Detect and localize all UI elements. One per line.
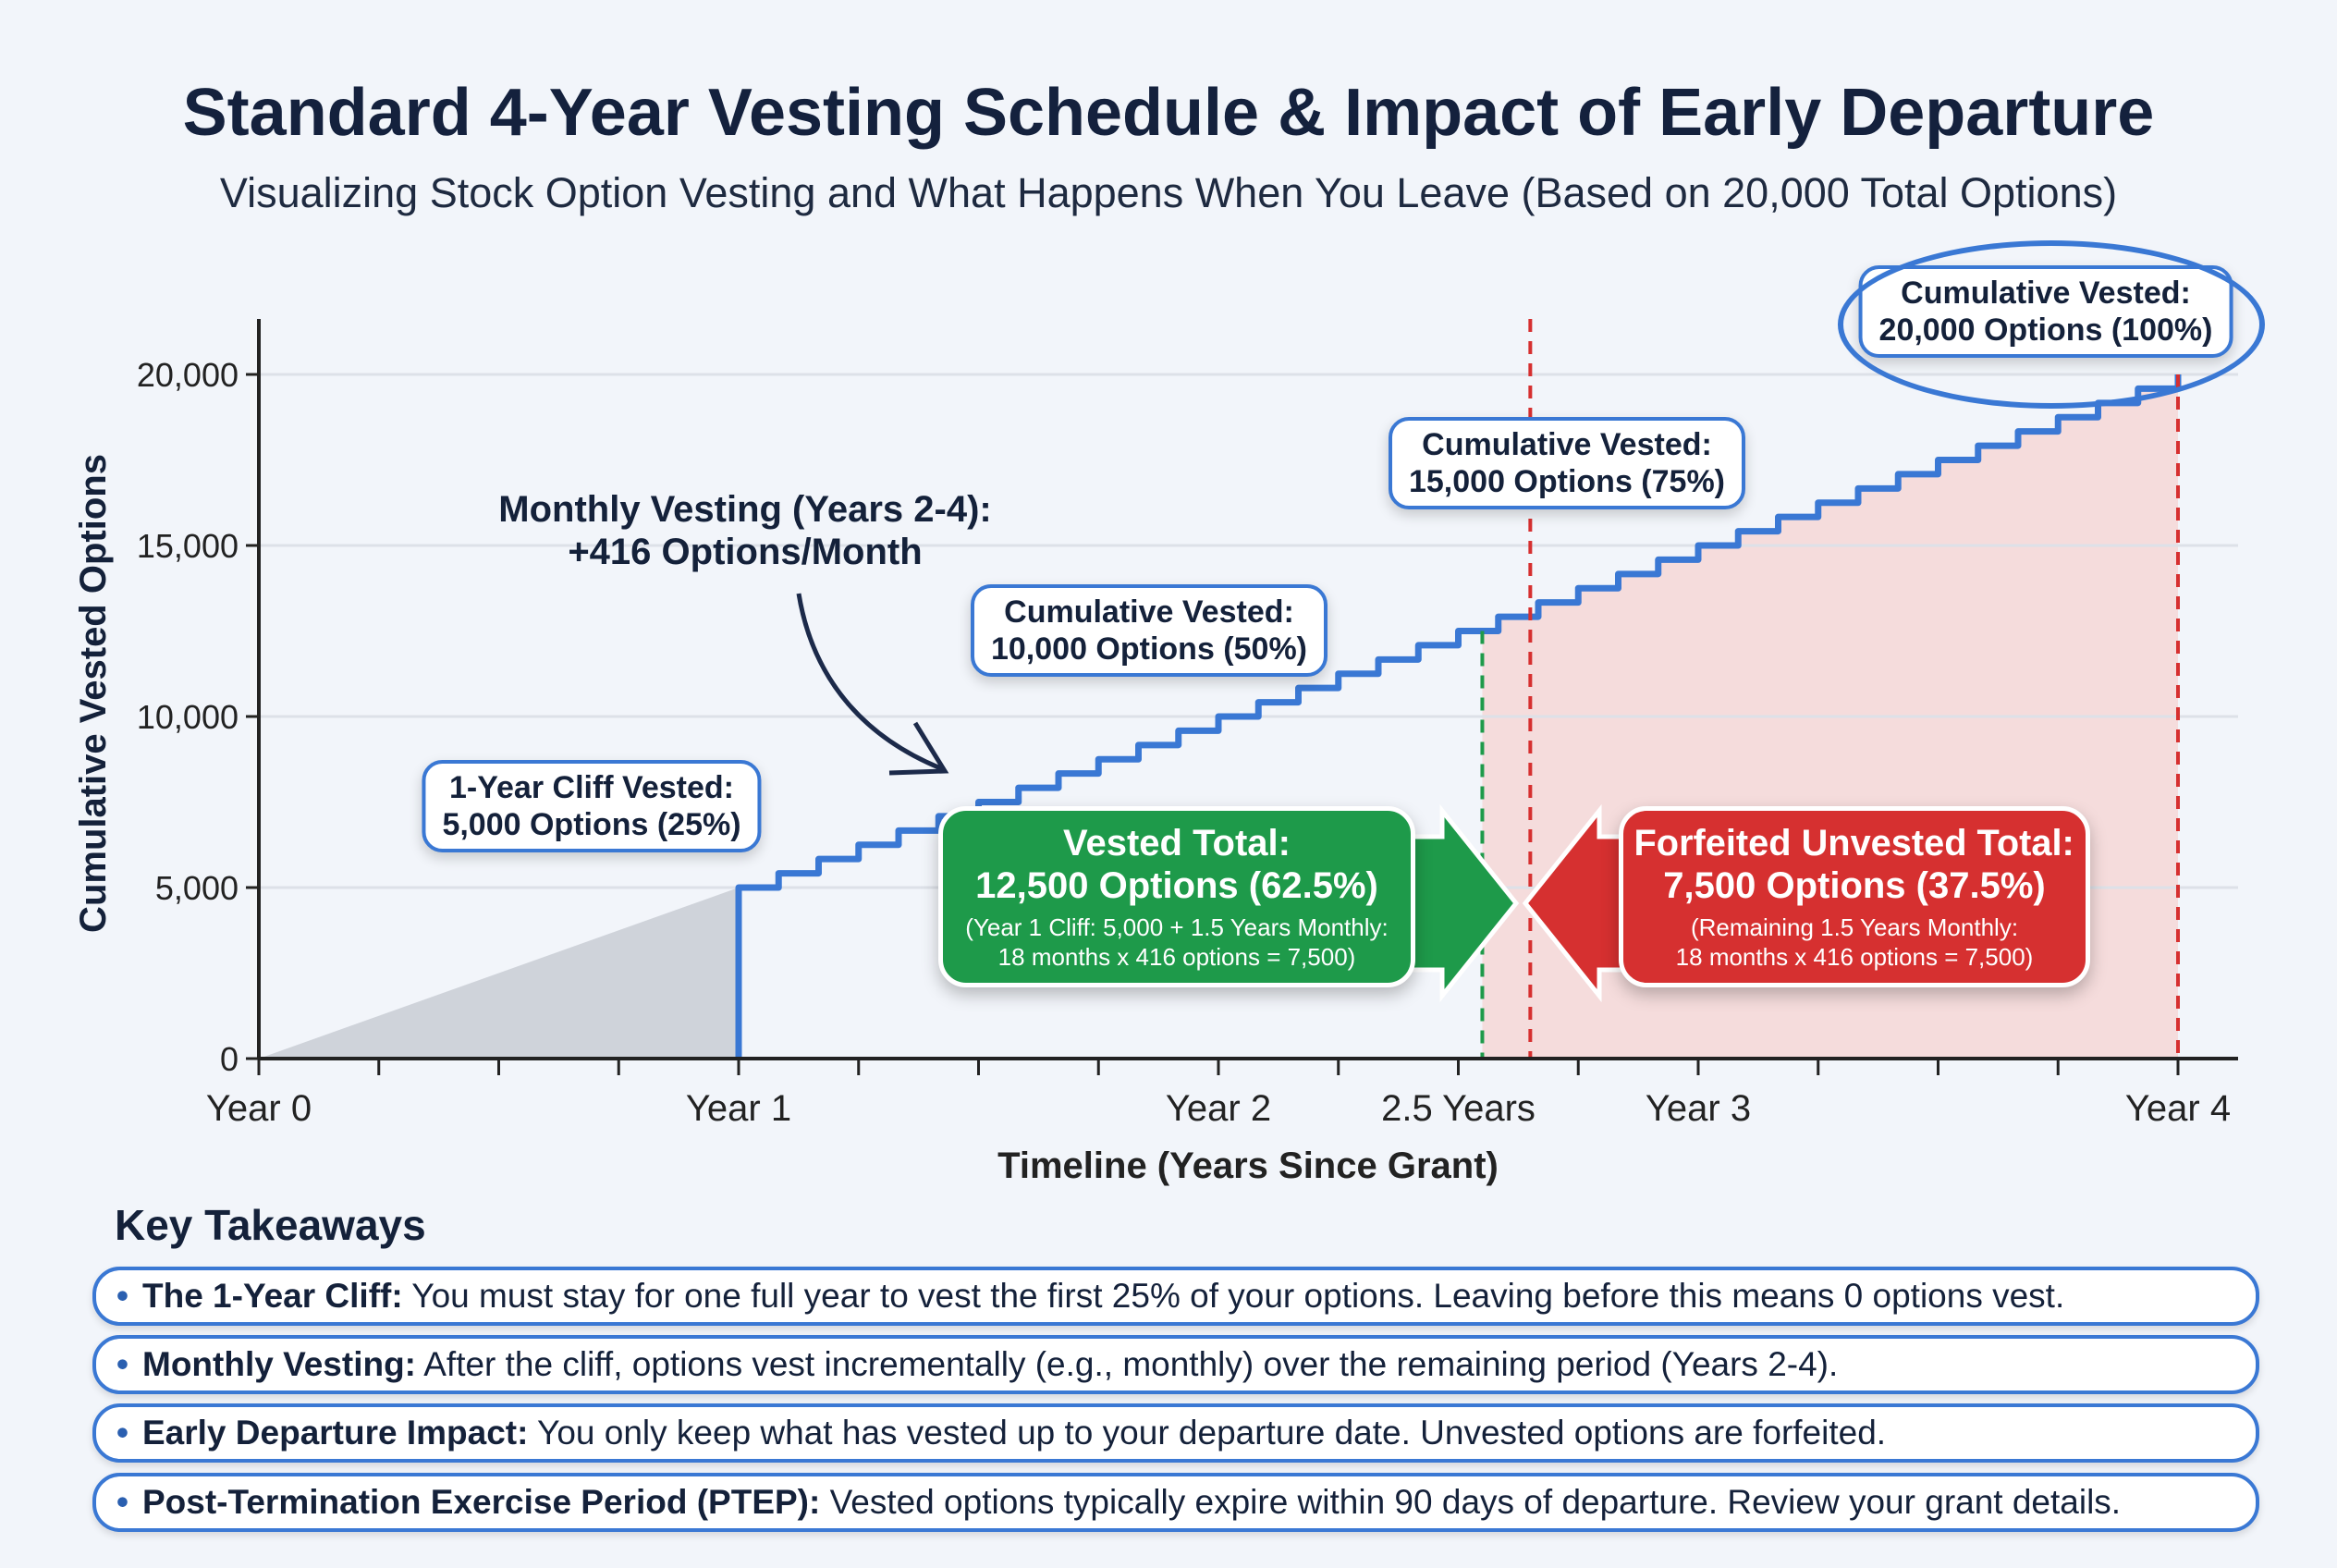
takeaway-line: The 1-Year Cliff: You must stay for one … (142, 1270, 2064, 1322)
highlight-ellipse (1838, 240, 2265, 409)
bullet-icon: • (116, 1277, 128, 1315)
x-tick-label: Year 1 (686, 1088, 791, 1129)
takeaway-title: Early Departure Impact: (142, 1414, 529, 1452)
chart-title: Standard 4-Year Vesting Schedule & Impac… (182, 76, 2155, 150)
chart-subtitle-wrap: Visualizing Stock Option Vesting and Wha… (0, 168, 2337, 218)
monthly-arrow (796, 593, 944, 772)
x-tick-label: Year 2 (1166, 1088, 1271, 1129)
takeaway-line: Monthly Vesting: After the cliff, option… (142, 1339, 1838, 1390)
takeaway-line: Early Departure Impact: You only keep wh… (142, 1407, 1886, 1459)
cliff-callout-line-1: 1-Year Cliff Vested: (448, 770, 735, 805)
monthly-vesting-annotation: Monthly Vesting (Years 2-4): +416 Option… (422, 488, 1069, 573)
key-takeaways-heading: Key Takeaways (115, 1201, 426, 1249)
monthly-arrow-head (888, 721, 949, 776)
y-tick-label: 10,000 (137, 698, 239, 736)
monthly-line-2: +416 Options/Month (568, 532, 923, 572)
takeaway-item: • The 1-Year Cliff: You must stay for one… (92, 1267, 2259, 1326)
vested-amount: 12,500 Options (62.5%) (975, 865, 1378, 906)
callout-10000-line-1: Cumulative Vested: (1004, 594, 1294, 630)
takeaway-text: You only keep what has vested up to your… (528, 1414, 1887, 1452)
callout-15000-line-2: 15,000 Options (75%) (1408, 464, 1726, 499)
y-tick-label: 20,000 (137, 356, 239, 394)
forfeited-amount: 7,500 Options (37.5%) (1663, 865, 2046, 906)
vested-detail-2: 18 months x 416 options = 7,500) (997, 943, 1356, 971)
callout-15000: Cumulative Vested: 15,000 Options (75%) (1388, 417, 1746, 509)
takeaway-item: • Early Departure Impact: You only keep w… (92, 1403, 2259, 1463)
callout-15000-line-1: Cumulative Vested: (1422, 427, 1712, 462)
takeaway-text: You must stay for one full year to vest … (402, 1277, 2065, 1315)
y-tick-label: 15,000 (137, 527, 239, 565)
takeaway-title: Monthly Vesting: (142, 1345, 416, 1383)
x-tick-label: 2.5 Years (1381, 1088, 1536, 1129)
cliff-callout-line-2: 5,000 Options (25%) (442, 807, 741, 842)
callout-10000-line-2: 10,000 Options (50%) (990, 631, 1308, 667)
x-axis-title: Timeline (Years Since Grant) (997, 1145, 1499, 1186)
takeaway-item: • Post-Termination Exercise Period (PTEP)… (92, 1473, 2259, 1532)
x-tick-label: Year 4 (2125, 1088, 2231, 1129)
takeaway-text: After the cliff, options vest incrementa… (416, 1345, 1839, 1383)
vested-heading: Vested Total: (1063, 823, 1291, 864)
forfeited-detail-1: (Remaining 1.5 Years Monthly: (1690, 913, 2019, 941)
x-tick-label: Year 0 (206, 1088, 312, 1129)
vested-detail-1: (Year 1 Cliff: 5,000 + 1.5 Years Monthly… (965, 913, 1389, 941)
chart-subtitle: Visualizing Stock Option Vesting and Wha… (219, 169, 2118, 216)
chart-title-wrap: Standard 4-Year Vesting Schedule & Impac… (0, 74, 2337, 152)
takeaway-title: Post-Termination Exercise Period (PTEP): (142, 1483, 821, 1521)
bullet-icon: • (116, 1345, 128, 1383)
bullet-icon: • (116, 1483, 128, 1521)
y-axis-title: Cumulative Vested Options (73, 454, 114, 933)
takeaway-item: • Monthly Vesting: After the cliff, optio… (92, 1335, 2259, 1394)
vested-total-box: Vested Total: 12,500 Options (62.5%) (Ye… (938, 806, 1415, 987)
takeaway-text: Vested options typically expire within 9… (820, 1483, 2122, 1521)
callout-10000: Cumulative Vested: 10,000 Options (50%) (970, 584, 1328, 677)
takeaway-title: The 1-Year Cliff: (142, 1277, 403, 1315)
x-tick-label: Year 3 (1646, 1088, 1751, 1129)
forfeited-heading: Forfeited Unvested Total: (1633, 823, 2075, 864)
y-tick-label: 0 (220, 1040, 239, 1078)
y-tick-label: 5,000 (155, 869, 239, 907)
cliff-callout: 1-Year Cliff Vested: 5,000 Options (25%) (422, 760, 762, 852)
monthly-line-1: Monthly Vesting (Years 2-4): (498, 489, 992, 530)
forfeited-total-box: Forfeited Unvested Total: 7,500 Options … (1619, 806, 2090, 987)
takeaway-line: Post-Termination Exercise Period (PTEP):… (142, 1476, 2121, 1528)
cliff-area (259, 888, 739, 1059)
forfeited-detail-2: 18 months x 416 options = 7,500) (1675, 943, 2034, 971)
bullet-icon: • (116, 1414, 128, 1452)
